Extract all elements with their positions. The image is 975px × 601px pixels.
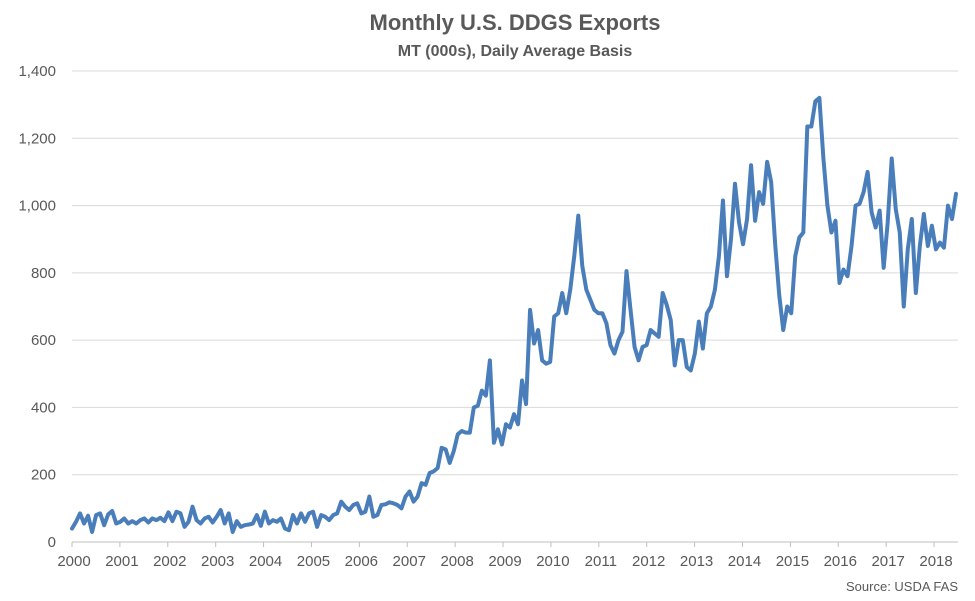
x-tick-label: 2006 xyxy=(345,553,378,570)
x-tick-label: 2005 xyxy=(297,553,330,570)
x-tick-label: 2011 xyxy=(585,553,617,570)
x-axis: 2000 2001 2002 2003 2004 2005 2006 2007 2008 2009… xyxy=(57,541,958,570)
y-tick-label: 800 xyxy=(31,265,56,282)
x-tick-label: 2009 xyxy=(488,553,521,570)
x-tick-label: 2001 xyxy=(105,553,138,570)
y-tick-label: 1,400 xyxy=(18,63,56,80)
x-tick-label: 2018 xyxy=(919,553,952,570)
chart-title: Monthly U.S. DDGS Exports xyxy=(370,10,661,35)
y-tick-label: 200 xyxy=(31,467,56,484)
y-tick-label: 0 xyxy=(48,534,56,551)
plot-area xyxy=(70,95,958,534)
y-tick-label: 600 xyxy=(31,332,56,349)
x-tick-label: 2014 xyxy=(728,553,761,570)
x-tick-label: 2007 xyxy=(393,553,426,570)
x-tick-label: 2004 xyxy=(249,553,282,570)
y-tick-label: 400 xyxy=(31,399,56,416)
x-tick-label: 2010 xyxy=(536,553,569,570)
x-tick-label: 2002 xyxy=(153,553,186,570)
x-tick-label: 2017 xyxy=(871,553,904,570)
x-tick-label: 2015 xyxy=(776,553,809,570)
chart-subtitle: MT (000s), Daily Average Basis xyxy=(398,43,633,60)
y-tick-label: 1,200 xyxy=(18,130,56,147)
y-axis: 0 200 400 600 800 1,000 1,200 1,400 xyxy=(18,63,56,551)
series-line xyxy=(70,95,958,534)
gridlines xyxy=(72,70,958,476)
x-tick-label: 2016 xyxy=(824,553,857,570)
source-note: Source: USDA FAS xyxy=(846,579,958,594)
x-tick-label: 2013 xyxy=(680,553,713,570)
x-tick-label: 2012 xyxy=(632,553,665,570)
x-tick-label: 2000 xyxy=(57,553,90,570)
y-tick-label: 1,000 xyxy=(18,198,56,215)
x-tick-label: 2003 xyxy=(201,553,234,570)
x-tick-label: 2008 xyxy=(440,553,473,570)
